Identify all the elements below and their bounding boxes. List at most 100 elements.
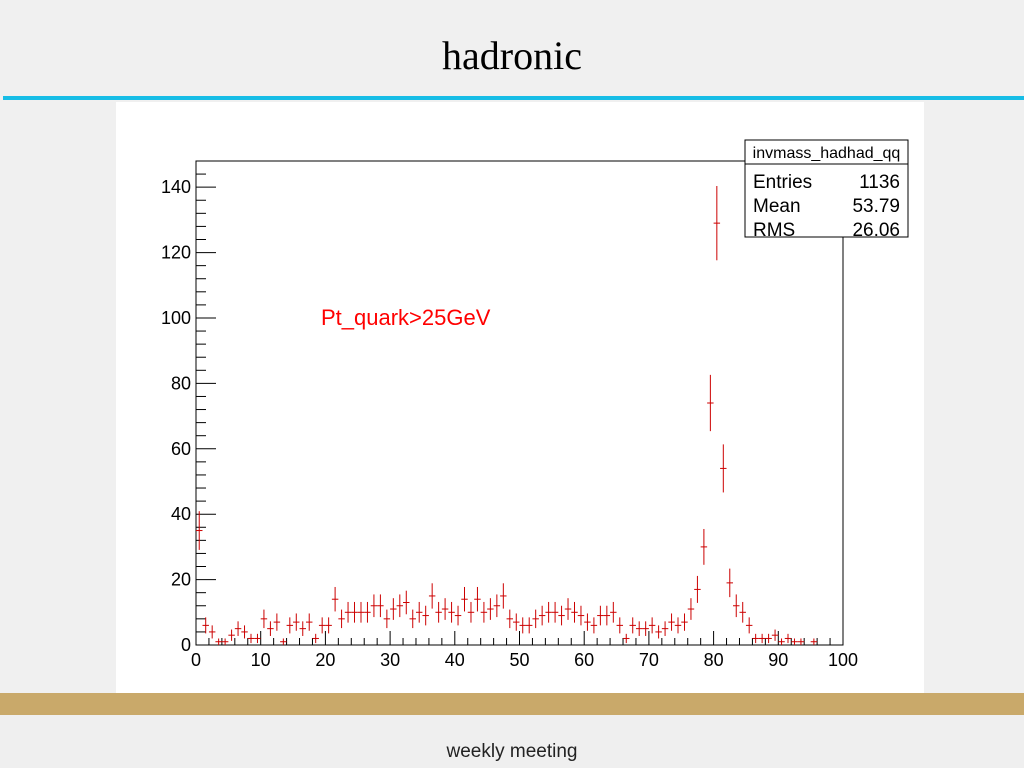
- data-point: [415, 601, 423, 623]
- data-point: [707, 374, 714, 432]
- data-point: [312, 633, 319, 644]
- data-point: [648, 617, 656, 634]
- data-point: [623, 633, 630, 644]
- data-point: [344, 601, 352, 623]
- data-point: [525, 617, 533, 634]
- data-point: [771, 629, 779, 641]
- data-point: [506, 609, 514, 629]
- x-tick-label: 10: [251, 650, 271, 670]
- data-point: [500, 583, 507, 609]
- stats-box-title: invmass_hadhad_qq: [753, 145, 901, 162]
- data-point: [403, 590, 410, 615]
- data-point: [461, 586, 468, 612]
- data-point: [765, 633, 772, 644]
- data-point: [590, 617, 598, 634]
- data-point: [584, 613, 591, 631]
- y-tick-label: 80: [171, 373, 191, 393]
- stats-box-frame: [744, 139, 909, 238]
- data-point: [778, 638, 785, 645]
- data-point: [441, 598, 449, 620]
- y-tick-label: 0: [181, 635, 191, 655]
- data-point: [668, 613, 675, 631]
- data-point: [254, 633, 261, 644]
- data-point: [752, 633, 759, 644]
- cut-annotation: Pt_quark>25GeV: [321, 305, 491, 330]
- stats-entries-value: 1136: [859, 172, 900, 193]
- data-point: [267, 621, 274, 636]
- data-point: [370, 594, 378, 618]
- data-point: [513, 613, 520, 631]
- data-point: [739, 601, 746, 623]
- data-point: [480, 601, 488, 623]
- data-point: [597, 605, 604, 626]
- footer-band: [0, 693, 1024, 715]
- data-point: [234, 621, 242, 636]
- data-point: [221, 638, 229, 645]
- data-point: [700, 528, 708, 565]
- data-point: [428, 583, 436, 609]
- data-point: [551, 601, 559, 623]
- y-tick-label: 20: [171, 570, 191, 590]
- title-underline: [3, 96, 1024, 100]
- y-tick-label: 100: [161, 308, 191, 328]
- data-point: [493, 594, 501, 618]
- data-point: [616, 617, 624, 634]
- data-point: [422, 605, 429, 626]
- data-point: [474, 586, 481, 612]
- y-tick-label: 120: [161, 243, 191, 263]
- data-point: [629, 617, 636, 634]
- x-tick-label: 60: [574, 650, 594, 670]
- stats-rms-value: 26.06: [852, 220, 900, 241]
- data-point: [758, 633, 766, 644]
- stats-box: invmass_hadhad_qq Entries 1136 Mean 53.7…: [744, 139, 909, 241]
- data-point: [642, 621, 649, 636]
- data-point: [810, 638, 818, 645]
- data-point: [661, 621, 669, 636]
- x-tick-label: 70: [639, 650, 659, 670]
- data-point: [383, 609, 391, 629]
- data-point: [791, 638, 798, 645]
- data-point: [564, 598, 572, 620]
- data-point: [577, 605, 585, 626]
- data-point: [687, 598, 695, 620]
- y-tick-label: 140: [161, 177, 191, 197]
- stats-rms-label: RMS: [753, 220, 795, 241]
- data-point: [228, 629, 235, 641]
- data-point: [558, 605, 565, 626]
- stats-mean-label: Mean: [753, 196, 801, 217]
- x-tick-label: 30: [380, 650, 400, 670]
- data-point: [487, 598, 494, 620]
- y-tick-label: 60: [171, 439, 191, 459]
- data-point: [610, 601, 617, 623]
- data-point: [196, 511, 203, 550]
- data-point: [538, 605, 546, 626]
- data-point: [293, 613, 300, 631]
- footer-strip: [0, 715, 1024, 768]
- data-point: [338, 609, 345, 629]
- data-point: [377, 594, 384, 618]
- data-point: [720, 444, 727, 493]
- data-point: [797, 638, 805, 645]
- data-point: [396, 594, 404, 618]
- data-point: [364, 601, 371, 623]
- data-point: [603, 605, 611, 626]
- data-point: [241, 625, 248, 639]
- y-tick-label: 40: [171, 504, 191, 524]
- data-point: [635, 621, 643, 636]
- x-tick-label: 90: [768, 650, 788, 670]
- data-point: [331, 586, 339, 612]
- data-point: [745, 617, 753, 634]
- data-point: [694, 575, 701, 603]
- x-tick-label: 20: [315, 650, 335, 670]
- data-point: [351, 601, 358, 623]
- footer-text: weekly meeting: [446, 741, 578, 762]
- slide-title: hadronic: [442, 33, 582, 78]
- x-tick-label: 40: [445, 650, 465, 670]
- data-point: [260, 609, 268, 629]
- data-point: [325, 617, 332, 634]
- x-tick-label: 50: [509, 650, 529, 670]
- x-tick-label: 0: [191, 650, 201, 670]
- data-point: [713, 185, 721, 261]
- data-point: [305, 613, 313, 631]
- data-point: [784, 633, 792, 644]
